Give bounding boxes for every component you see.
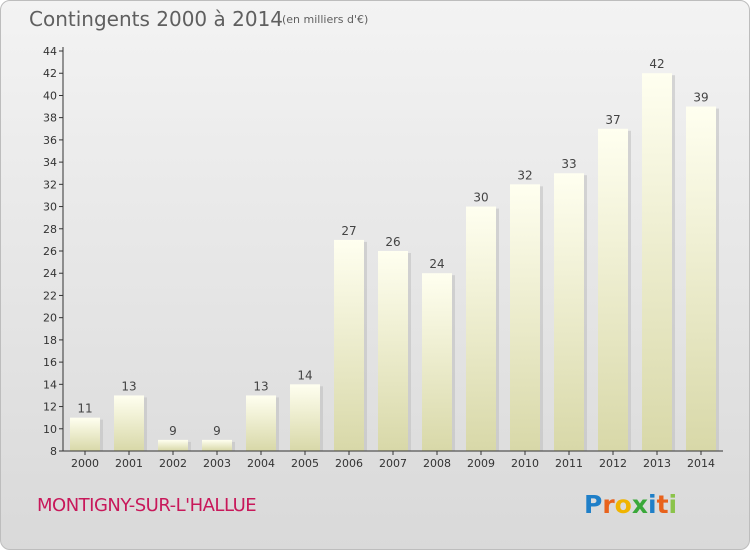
bar-value-label: 14	[297, 368, 312, 382]
logo-letter: x	[631, 490, 648, 519]
x-tick-label: 2009	[467, 457, 495, 470]
bar-2000	[70, 417, 100, 451]
y-tick-label: 36	[43, 134, 57, 147]
y-tick-label: 12	[43, 401, 57, 414]
bar-2011	[554, 173, 584, 451]
logo-letter: r	[602, 490, 615, 519]
x-tick-label: 2001	[115, 457, 143, 470]
x-tick-label: 2007	[379, 457, 407, 470]
bar-value-label: 13	[253, 379, 268, 393]
bar-2009	[466, 206, 496, 451]
logo-letter: P	[584, 490, 603, 519]
axes: 2000 2001 2002 2003 2004 2005 2006 2007 2008 2009…	[43, 45, 723, 470]
y-tick-label: 26	[43, 245, 57, 258]
x-tick-label: 2014	[687, 457, 715, 470]
bar-2004	[246, 395, 276, 451]
y-tick-label: 8	[50, 445, 57, 458]
bar-value-label: 39	[693, 91, 708, 105]
bar-value-label: 13	[121, 379, 136, 393]
y-tick-label: 42	[43, 67, 57, 80]
bar-2003	[202, 439, 232, 451]
chart-unit: (en milliers d'€)	[282, 13, 369, 26]
bar-2012	[598, 128, 628, 451]
chart-title: Contingents 2000 à 2014	[29, 7, 284, 31]
bar-2002	[158, 439, 188, 451]
bar-value-label: 9	[213, 424, 221, 438]
x-tick-label: 2011	[555, 457, 583, 470]
bar-value-label: 26	[385, 235, 400, 249]
y-tick-label: 34	[43, 156, 57, 169]
y-tick-label: 28	[43, 223, 57, 236]
bar-2010	[510, 184, 540, 452]
bar-2006	[334, 239, 364, 451]
bar-value-label: 33	[561, 157, 576, 171]
bar-value-label: 27	[341, 224, 356, 238]
bar-2005	[290, 384, 320, 451]
bar-value-label: 42	[649, 57, 664, 71]
logo-letter: o	[614, 490, 632, 519]
bar-2013	[642, 73, 672, 451]
y-tick-label: 40	[43, 89, 57, 102]
y-tick-label: 14	[43, 378, 57, 391]
x-tick-label: 2000	[71, 457, 99, 470]
x-tick-label: 2008	[423, 457, 451, 470]
bars: 11 13 9 9 13 14 27 26 24 30 32 33 37 42 39	[70, 57, 719, 452]
logo-letter: i	[668, 490, 678, 519]
y-tick-label: 10	[43, 423, 57, 436]
y-tick-label: 16	[43, 356, 57, 369]
y-tick-label: 44	[43, 45, 57, 58]
bar-2008	[422, 273, 452, 451]
x-tick-label: 2010	[511, 457, 539, 470]
y-tick-label: 22	[43, 289, 57, 302]
y-tick-label: 24	[43, 267, 57, 280]
x-tick-label: 2013	[643, 457, 671, 470]
bar-value-label: 11	[77, 402, 92, 416]
y-tick-label: 30	[43, 201, 57, 214]
bar-value-label: 32	[517, 168, 532, 182]
bar-2007	[378, 251, 408, 451]
bar-value-label: 9	[169, 424, 177, 438]
x-tick-label: 2002	[159, 457, 187, 470]
x-tick-label: 2003	[203, 457, 231, 470]
bar-2001	[114, 395, 144, 451]
bar-value-label: 30	[473, 191, 488, 205]
y-tick-label: 20	[43, 312, 57, 325]
x-tick-label: 2012	[599, 457, 627, 470]
y-tick-label: 18	[43, 334, 57, 347]
x-tick-label: 2004	[247, 457, 275, 470]
y-tick-label: 32	[43, 178, 57, 191]
proxiti-logo[interactable]: Proxiti	[584, 490, 677, 519]
logo-letter: t	[656, 490, 669, 519]
bar-2014	[686, 106, 716, 452]
y-tick-label: 38	[43, 112, 57, 125]
bar-value-label: 37	[605, 113, 620, 127]
x-tick-label: 2005	[291, 457, 319, 470]
x-tick-label: 2006	[335, 457, 363, 470]
logo-letter: i	[648, 490, 657, 519]
commune-name: MONTIGNY-SUR-L'HALLUE	[37, 495, 257, 516]
bar-value-label: 24	[429, 257, 444, 271]
